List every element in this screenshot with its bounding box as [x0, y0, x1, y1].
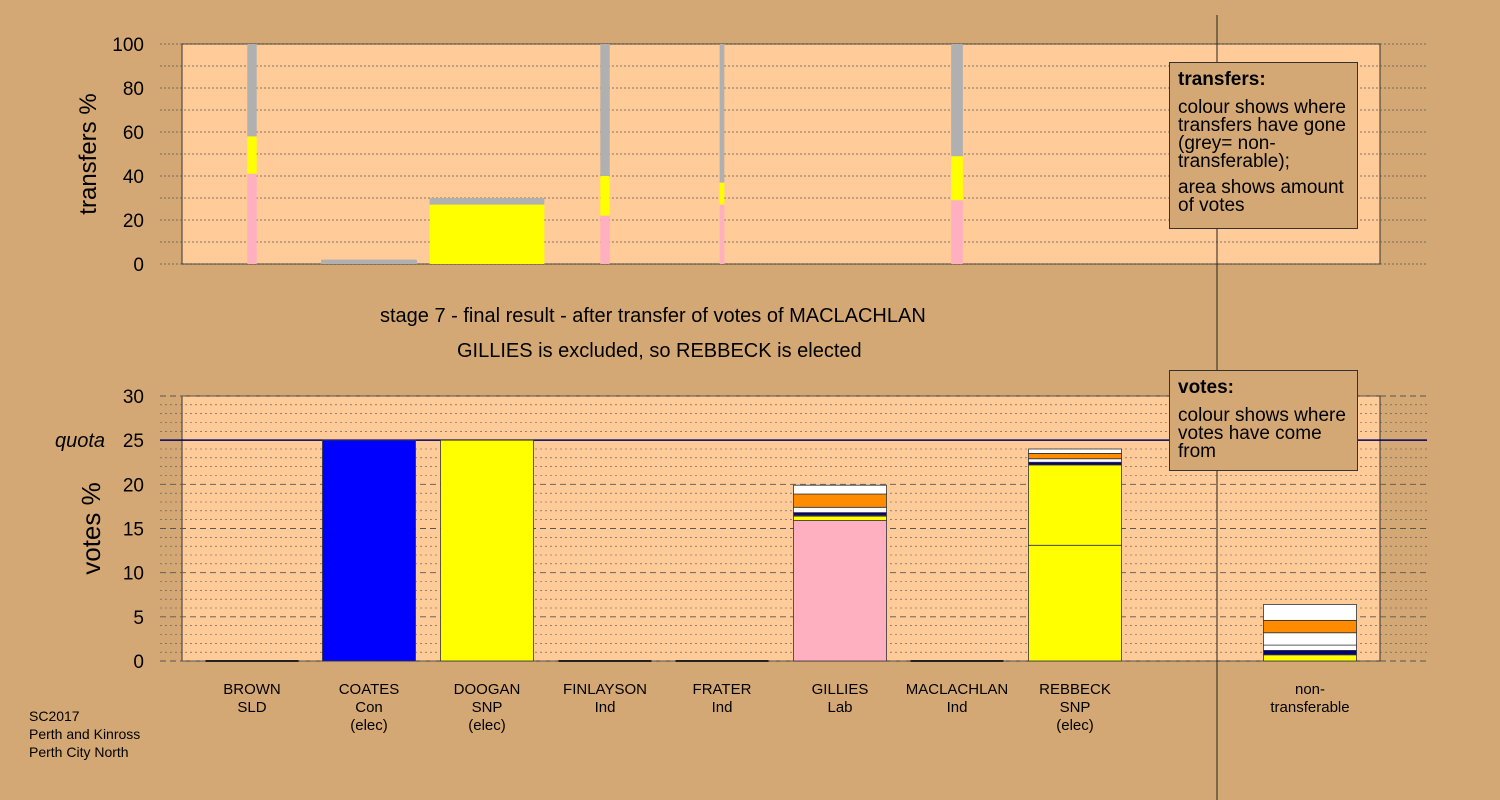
footer-info: SC2017 Perth and Kinross Perth City Nort… — [29, 707, 140, 761]
transfer-segment-coates — [321, 259, 417, 264]
x-category-label: SNP — [472, 699, 503, 716]
footer-line: SC2017 — [29, 708, 80, 724]
vote-segment-coates — [322, 439, 416, 662]
x-category-label: SLD — [237, 699, 266, 716]
vote-segment-rebbeck — [1028, 464, 1122, 546]
votes-y-tick-label: 20 — [123, 475, 144, 496]
x-category-label: COATES — [339, 681, 400, 698]
x-category-label: REBBECK — [1039, 681, 1111, 698]
transfers-y-tick-label: 20 — [123, 211, 144, 232]
transfer-segment-doogan — [429, 204, 545, 264]
stage-title: stage 7 - final result - after transfer … — [380, 305, 926, 327]
quota-label: quota — [55, 430, 105, 452]
vote-segment-rebbeck — [1028, 544, 1122, 662]
votes-y-tick-label: 25 — [123, 431, 144, 452]
vote-segment-gillies — [793, 484, 887, 495]
votes-y-tick-label: 0 — [133, 652, 144, 673]
vote-segment-gillies — [793, 493, 887, 508]
x-category-label: Ind — [595, 699, 616, 716]
x-category-label: transferable — [1270, 699, 1349, 716]
votes-y-tick-label: 30 — [123, 387, 144, 408]
x-category-label: (elec) — [468, 717, 506, 734]
x-category-label: non- — [1295, 681, 1325, 698]
transfer-segment-maclachlan — [951, 200, 963, 264]
x-category-label: Lab — [827, 699, 852, 716]
stage-subtitle: GILLIES is excluded, so REBBECK is elect… — [457, 340, 862, 362]
vote-segment-gillies — [793, 520, 887, 662]
vote-segment-rebbeck — [1028, 453, 1122, 460]
transfers-y-tick-label: 40 — [123, 167, 144, 188]
transfer-segment-brown — [247, 44, 257, 137]
votes-legend-text: colour shows where votes have come from — [1178, 405, 1346, 462]
transfers-y-tick-label: 100 — [112, 35, 144, 56]
transfer-segment-frater — [719, 44, 725, 183]
x-category-label: Ind — [947, 699, 968, 716]
vote-segment-non-transferable — [1263, 632, 1357, 646]
transfer-segment-brown — [247, 173, 257, 264]
vote-segment-doogan — [440, 439, 534, 662]
vote-segment-non-transferable — [1263, 644, 1357, 651]
transfers-legend: transfers: colour shows where transfers … — [1169, 62, 1358, 229]
vote-segment-rebbeck — [1028, 448, 1122, 454]
x-category-label: FRATER — [693, 681, 752, 698]
votes-y-tick-label: 15 — [123, 520, 144, 541]
transfers-y-tick-label: 0 — [133, 255, 144, 276]
votes-y-tick-label: 5 — [133, 608, 144, 629]
transfer-segment-frater — [719, 204, 725, 264]
transfer-segment-maclachlan — [951, 44, 963, 157]
x-category-label: (elec) — [1056, 717, 1094, 734]
transfer-segment-finlayson — [600, 176, 610, 216]
transfer-segment-maclachlan — [951, 156, 963, 201]
footer-line: Perth City North — [29, 744, 129, 760]
votes-legend: votes: colour shows where votes have com… — [1169, 370, 1358, 471]
x-category-label: (elec) — [350, 717, 388, 734]
votes-y-axis-label: votes % — [76, 482, 106, 575]
votes-y-tick-label: 10 — [123, 564, 144, 585]
transfer-segment-brown — [247, 136, 257, 174]
x-category-label: Ind — [712, 699, 733, 716]
transfers-y-tick-label: 80 — [123, 79, 144, 100]
x-category-label: MACLACHLAN — [906, 681, 1009, 698]
transfer-segment-finlayson — [600, 215, 610, 264]
vote-segment-rebbeck — [1028, 458, 1122, 463]
transfer-segment-finlayson — [600, 44, 610, 176]
vote-segment-non-transferable — [1263, 654, 1357, 662]
x-category-label: GILLIES — [812, 681, 869, 698]
vote-segment-gillies — [793, 506, 887, 513]
x-category-label: BROWN — [223, 681, 281, 698]
x-category-label: SNP — [1060, 699, 1091, 716]
transfers-y-tick-label: 60 — [123, 123, 144, 144]
x-category-label: DOOGAN — [454, 681, 521, 698]
votes-legend-title: votes: — [1178, 377, 1234, 398]
vote-segment-non-transferable — [1263, 604, 1357, 621]
transfers-legend-text-2: area shows amount of votes — [1178, 177, 1344, 216]
transfers-y-axis-label: transfers % — [75, 93, 102, 214]
transfers-legend-title: transfers: — [1178, 69, 1266, 90]
footer-line: Perth and Kinross — [29, 726, 141, 742]
x-category-label: FINLAYSON — [563, 681, 647, 698]
transfers-legend-text: colour shows where transfers have gone (… — [1178, 97, 1346, 172]
vote-segment-gillies — [793, 515, 887, 521]
vote-segment-non-transferable — [1263, 650, 1357, 656]
vote-segment-non-transferable — [1263, 619, 1357, 634]
transfer-segment-doogan — [429, 198, 545, 205]
x-category-label: Con — [355, 699, 383, 716]
transfer-segment-frater — [719, 182, 725, 205]
